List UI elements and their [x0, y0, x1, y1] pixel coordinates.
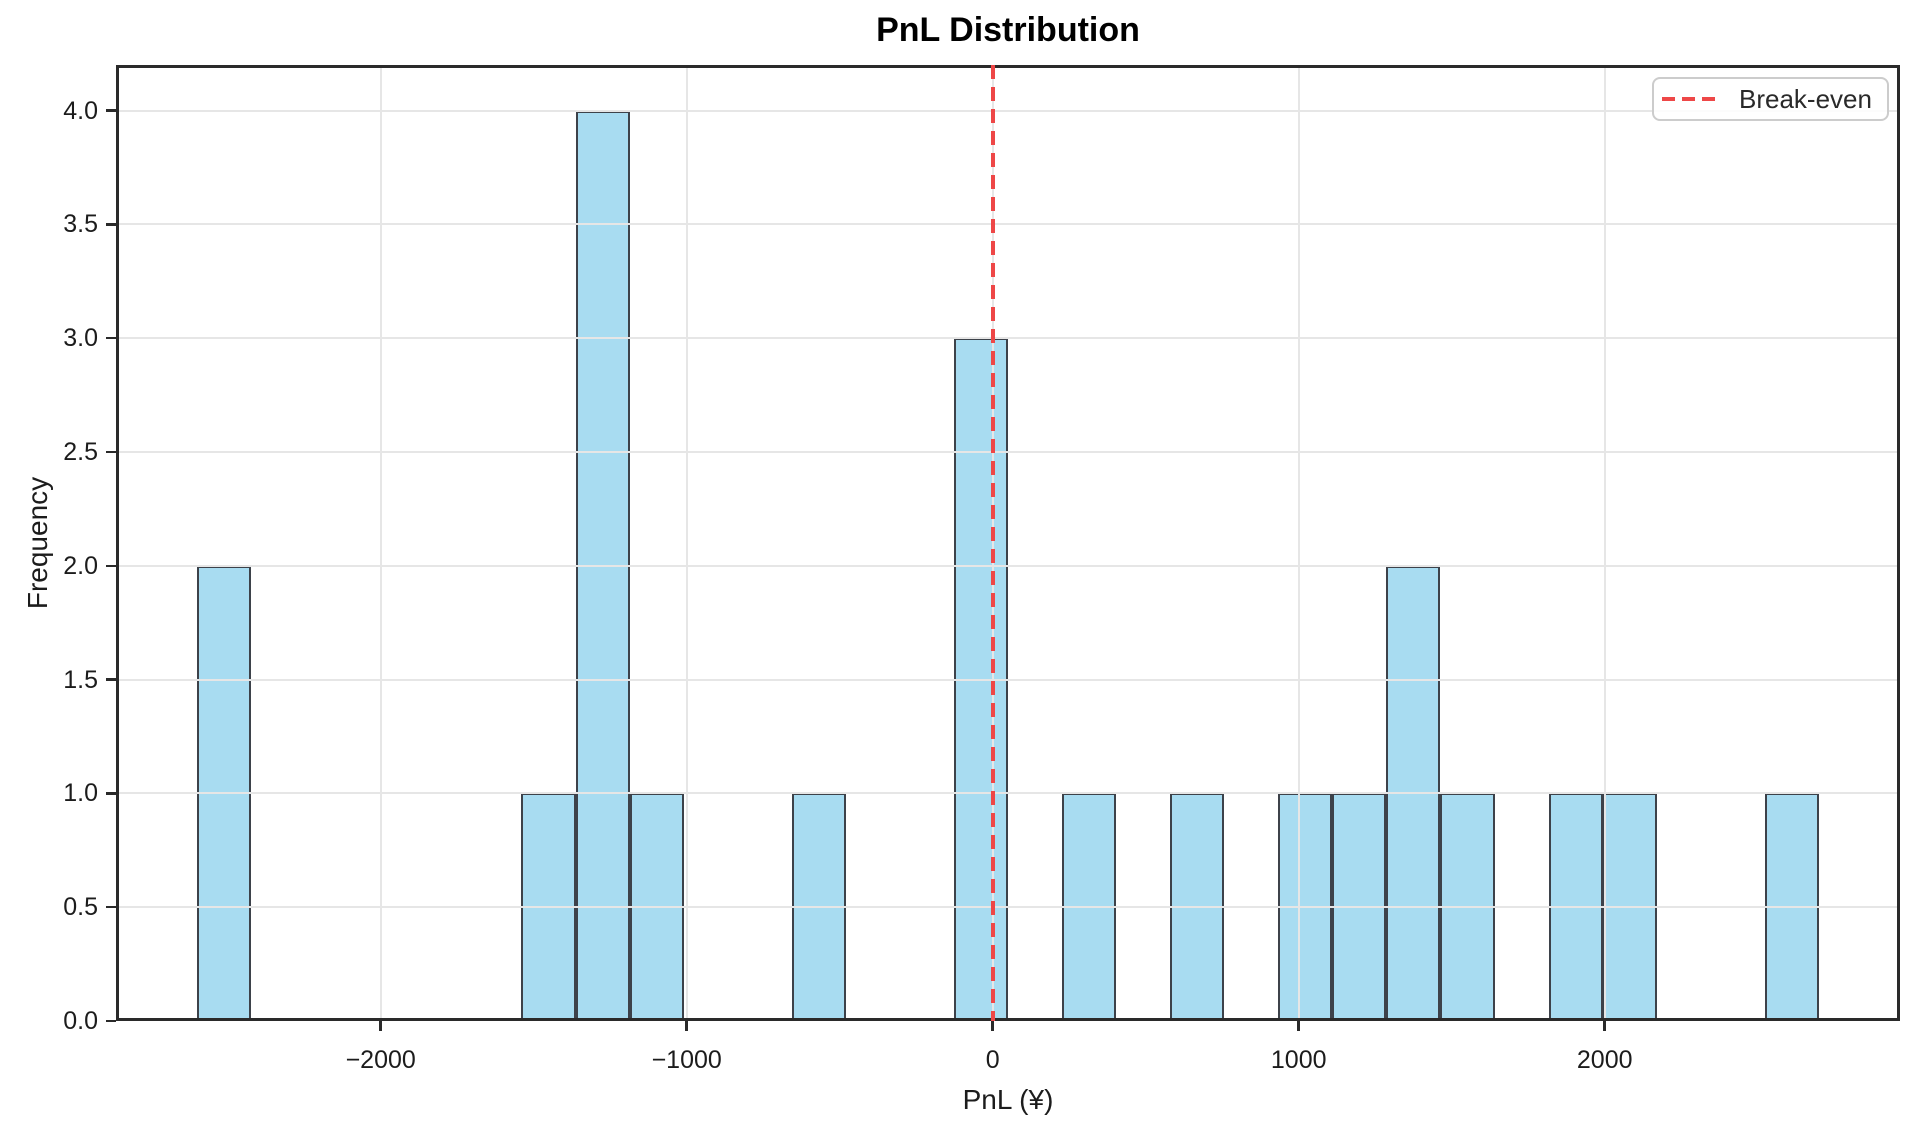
x-tick-label: 2000 [1576, 1046, 1633, 1074]
gridline-horizontal [116, 109, 1900, 112]
y-tick-mark [106, 223, 116, 226]
gridline-horizontal [116, 906, 1900, 909]
y-tick-label: 3.0 [63, 324, 98, 353]
gridline-horizontal [116, 792, 1900, 795]
gridline-horizontal [116, 337, 1900, 340]
gridline-vertical [379, 65, 382, 1021]
x-tick-mark [1297, 1021, 1300, 1031]
gridline-vertical [1297, 65, 1300, 1021]
chart-title: PnL Distribution [876, 11, 1140, 49]
break-even-line [990, 65, 995, 1021]
y-tick-mark [106, 450, 116, 454]
gridline-horizontal [116, 223, 1900, 226]
gridline-horizontal [116, 678, 1900, 681]
plot-frame [116, 65, 1900, 1021]
y-tick-mark [106, 905, 116, 909]
grid-layer [116, 65, 1900, 1021]
y-tick-mark [106, 1019, 116, 1023]
y-tick-mark [106, 792, 116, 795]
y-tick-label: 0.5 [63, 893, 98, 922]
gridline-horizontal [116, 450, 1900, 453]
gridline-horizontal [116, 564, 1900, 567]
y-tick-label: 2.5 [63, 437, 98, 466]
x-axis-label: PnL (¥) [962, 1084, 1054, 1115]
y-tick-label: 0.0 [63, 1007, 98, 1035]
x-tick-mark [379, 1021, 382, 1031]
x-tick-label: −1000 [651, 1046, 722, 1074]
y-tick-label: 3.5 [63, 210, 98, 239]
x-tick-label: 0 [985, 1046, 1000, 1074]
y-tick-mark [106, 336, 116, 340]
x-tick-label: −2000 [345, 1046, 416, 1074]
x-tick-mark [1603, 1021, 1606, 1031]
x-tick-mark [685, 1021, 688, 1031]
y-tick-label: 2.0 [63, 551, 98, 580]
x-tick-label: 1000 [1270, 1046, 1327, 1074]
y-tick-mark [106, 109, 116, 112]
y-tick-mark [106, 678, 116, 681]
y-tick-label: 1.0 [63, 779, 98, 808]
gridline-vertical [685, 65, 688, 1021]
y-tick-label: 4.0 [63, 96, 98, 125]
y-tick-label: 1.5 [63, 665, 98, 694]
dashed-line-icon [1662, 97, 1717, 101]
x-tick-mark [991, 1021, 994, 1031]
legend: Break-even [1652, 77, 1889, 121]
y-tick-mark [106, 564, 116, 567]
y-axis-label: Frequency [22, 476, 53, 610]
gridline-vertical [1603, 65, 1606, 1021]
legend-label: Break-even [1739, 83, 1872, 114]
